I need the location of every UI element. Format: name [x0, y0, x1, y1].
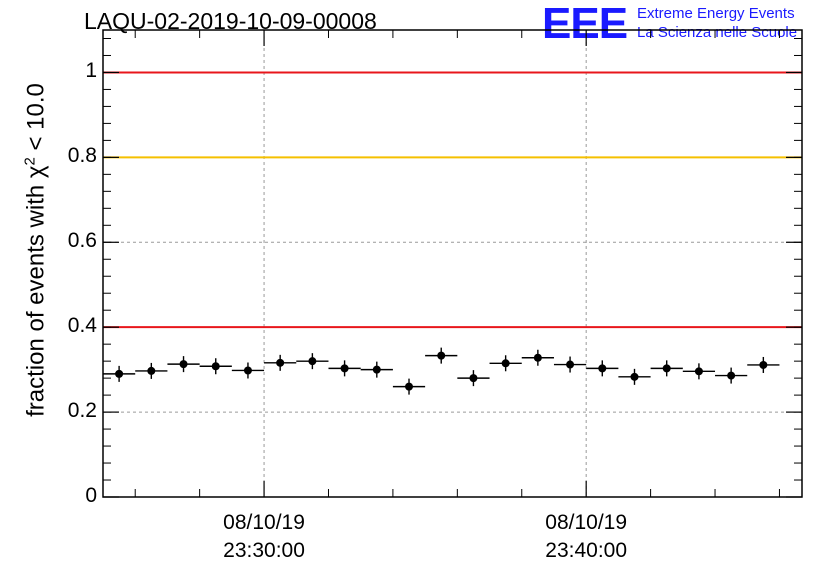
point-marker	[340, 364, 349, 373]
point-marker	[662, 364, 671, 373]
point-marker	[759, 360, 768, 369]
data-point	[682, 363, 716, 380]
data-points	[103, 347, 780, 395]
point-marker	[566, 360, 575, 369]
data-point	[392, 378, 426, 395]
x-tick-date: 08/10/19	[545, 511, 628, 534]
plot-frame	[102, 29, 803, 498]
data-point	[489, 355, 522, 372]
x-tick-label: 08/10/19 23:30:00	[194, 509, 334, 565]
logo-line-1: Extreme Energy Events	[637, 5, 795, 22]
point-marker	[437, 351, 446, 360]
data-point	[103, 365, 136, 382]
data-point	[618, 368, 651, 385]
point-marker	[308, 357, 317, 366]
data-point	[199, 358, 232, 375]
point-marker	[598, 364, 607, 373]
data-point	[167, 356, 200, 373]
data-point	[296, 353, 329, 370]
y-tick-label: 0.8	[67, 144, 97, 168]
point-marker	[469, 374, 478, 383]
point-marker	[694, 367, 703, 376]
point-marker	[147, 366, 156, 375]
point-marker	[115, 369, 124, 378]
axis-ticks	[103, 30, 802, 498]
data-point	[264, 354, 297, 371]
logo-line-2: La Scienza nelle Scuole	[637, 24, 798, 41]
point-marker	[630, 372, 639, 381]
data-point	[715, 367, 748, 384]
reference-lines	[103, 71, 802, 329]
data-point	[360, 361, 393, 378]
point-marker	[405, 382, 414, 391]
data-point	[747, 356, 780, 373]
x-tick-time: 23:40:00	[545, 539, 628, 562]
point-marker	[243, 366, 252, 375]
data-point	[425, 347, 458, 364]
y-tick-label: 0.4	[67, 314, 97, 338]
data-point	[457, 370, 490, 387]
y-tick-label: 0.2	[67, 399, 97, 423]
data-point	[586, 360, 619, 377]
data-point	[328, 360, 361, 377]
point-marker	[372, 365, 381, 374]
point-marker	[727, 371, 736, 380]
data-point	[135, 362, 168, 379]
x-tick-label: 08/10/19 23:40:00	[516, 509, 656, 565]
x-tick-date: 08/10/19	[223, 511, 305, 534]
point-marker	[179, 360, 188, 369]
data-point	[650, 360, 683, 377]
grid-lines	[103, 30, 802, 497]
data-point	[231, 362, 265, 379]
point-marker	[501, 359, 510, 368]
point-marker	[533, 353, 542, 362]
data-point	[553, 356, 587, 373]
eee-logo-text: Extreme Energy Events La Scienza nelle S…	[637, 4, 797, 42]
y-tick-label: 0	[85, 484, 97, 507]
eee-logo-mark: EEE	[542, 0, 628, 48]
y-tick-label: 0.6	[67, 229, 97, 253]
data-point	[521, 349, 554, 366]
x-tick-time: 23:30:00	[223, 539, 305, 562]
y-tick-label: 1	[85, 59, 97, 83]
point-marker	[276, 358, 285, 367]
point-marker	[211, 362, 220, 371]
